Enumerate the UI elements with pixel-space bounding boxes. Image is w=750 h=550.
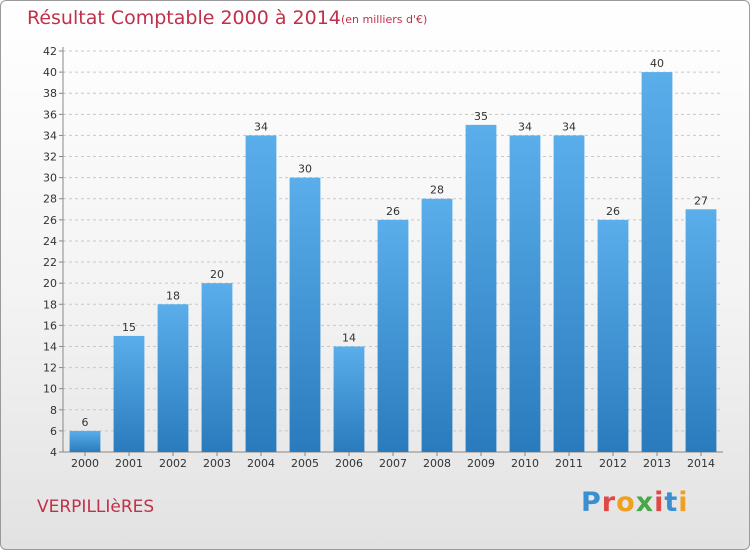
y-tick-label: 34 [43,129,57,142]
x-tick-label: 2009 [467,457,495,470]
bar-value-label: 28 [430,184,444,197]
y-tick-label: 6 [50,425,57,438]
bar-value-label: 34 [562,120,576,133]
logo-letter: t [664,487,679,518]
y-tick-label: 30 [43,172,57,185]
x-tick-label: 2005 [291,457,319,470]
x-tick-label: 2006 [335,457,363,470]
logo-letter: r [601,487,617,518]
y-tick-label: 32 [43,151,57,164]
bar-value-label: 34 [254,120,268,133]
bar-value-label: 27 [694,194,708,207]
bar-2014 [685,209,717,452]
x-tick-label: 2004 [247,457,275,470]
bar-value-label: 40 [650,57,664,70]
x-tick-label: 2003 [203,457,231,470]
y-tick-label: 10 [43,383,57,396]
bar-2012 [597,219,629,452]
bar-2011 [553,135,585,452]
x-tick-label: 2012 [599,457,627,470]
x-tick-label: 2008 [423,457,451,470]
x-tick-label: 2011 [555,457,583,470]
y-tick-label: 24 [43,235,57,248]
bar-value-label: 20 [210,268,224,281]
logo-letter: x [635,487,655,518]
bar-2004 [245,135,277,452]
bar-value-label: 26 [606,205,620,218]
bar-value-label: 26 [386,205,400,218]
y-tick-label: 14 [43,340,57,353]
bar-value-label: 6 [82,416,89,429]
bar-value-label: 18 [166,289,180,302]
y-tick-label: 4 [50,446,57,459]
y-tick-label: 38 [43,87,57,100]
bar-2002 [157,304,189,452]
proxiti-logo: Proxiti [581,487,689,518]
town-name: VERPILLIèRES [37,497,155,517]
x-tick-label: 2013 [643,457,671,470]
y-tick-label: 36 [43,108,57,121]
logo-letter: o [616,487,636,518]
chart-subtitle: (en milliers d'€) [341,13,428,26]
y-tick-label: 16 [43,319,57,332]
y-tick-label: 12 [43,362,57,375]
bar-2009 [465,124,497,453]
y-tick-label: 26 [43,214,57,227]
bar-value-label: 14 [342,331,356,344]
bar-2001 [113,335,145,452]
bar-value-label: 35 [474,110,488,123]
bar-2003 [201,283,233,452]
bar-2007 [377,219,409,452]
bar-value-label: 30 [298,163,312,176]
logo-letter: i [678,487,689,518]
logo-letter: P [581,487,602,518]
x-tick-label: 2001 [115,457,143,470]
bar-value-label: 34 [518,120,532,133]
y-tick-label: 18 [43,298,57,311]
bar-2005 [289,177,321,452]
x-tick-label: 2007 [379,457,407,470]
bars [69,72,717,453]
bar-2010 [509,135,541,452]
x-tick-label: 2000 [71,457,99,470]
y-tick-label: 8 [50,404,57,417]
y-tick-label: 20 [43,277,57,290]
bar-2013 [641,72,673,453]
bar-2000 [69,430,101,452]
chart-title: Résultat Comptable 2000 à 2014 [27,7,341,29]
bar-2008 [421,198,453,452]
y-tick-label: 40 [43,66,57,79]
x-tick-label: 2010 [511,457,539,470]
logo-letter: i [654,487,665,518]
labels: 4 6 8 10 12 14 16 18 20 22 24 26 28 30 32 34 36 38 40 42 6 20… [43,45,715,470]
x-tick-label: 2014 [687,457,715,470]
bar-value-label: 15 [122,321,136,334]
y-tick-label: 28 [43,193,57,206]
y-tick-label: 22 [43,256,57,269]
x-tick-label: 2002 [159,457,187,470]
bar-2006 [333,346,365,452]
y-tick-label: 42 [43,45,57,58]
